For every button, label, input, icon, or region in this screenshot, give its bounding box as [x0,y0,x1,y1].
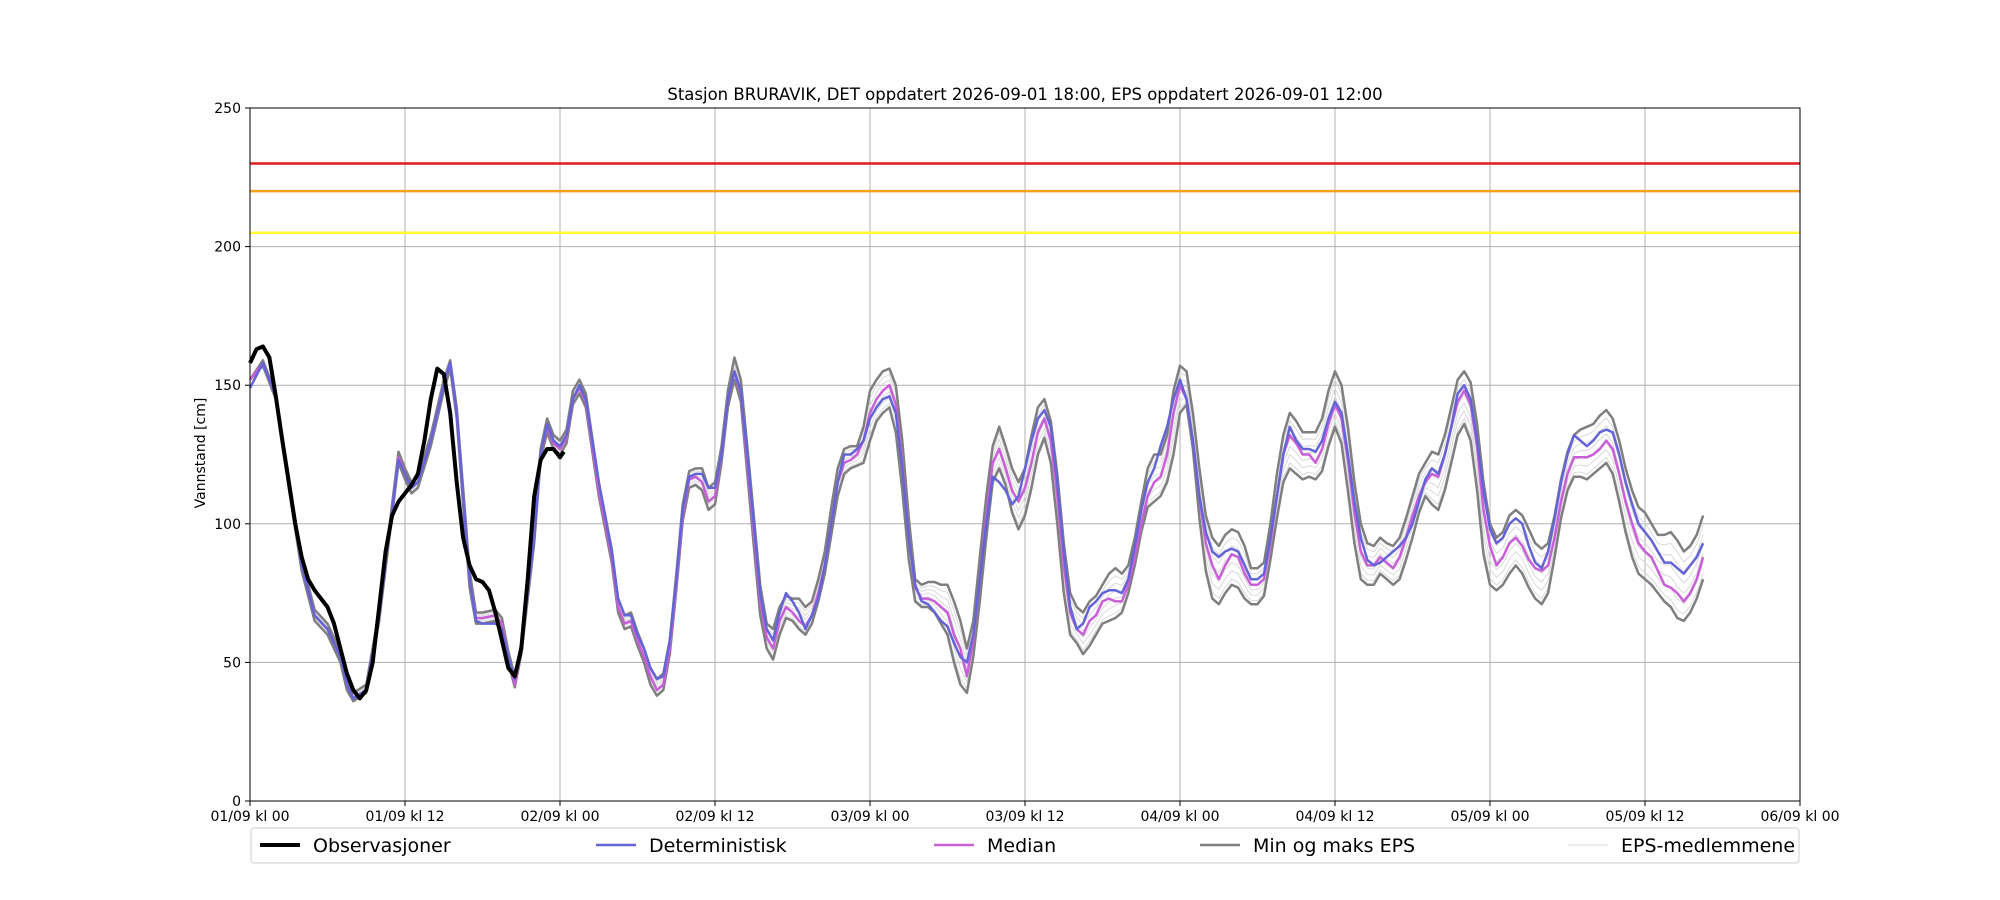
series-lines [248,344,1705,703]
x-tick-label: 05/09 kl 00 [1450,809,1529,825]
x-tick-label: 04/09 kl 00 [1140,809,1219,825]
chart-title: Stasjon BRURAVIK, DET oppdatert 2026-09-… [667,85,1382,104]
y-tick-label: 100 [214,517,241,533]
x-tick-label: 02/09 kl 00 [520,809,599,825]
legend: Observasjoner Deterministisk Median Min og … [250,827,1800,864]
y-tick-label: 0 [232,794,241,810]
y-axis-ticks: 0 50 100 150 200 250 [214,101,250,810]
legend-label: Observasjoner [313,835,451,857]
y-tick-label: 50 [223,655,241,671]
legend-label: Min og maks EPS [1253,835,1415,857]
grid [250,108,1800,801]
legend-label: Deterministisk [649,835,787,857]
x-tick-label: 03/09 kl 12 [985,809,1064,825]
observations-line [248,344,566,701]
x-tick-label: 01/09 kl 12 [365,809,444,825]
x-axis-ticks: 01/09 kl 00 01/09 kl 12 02/09 kl 00 02/09 k… [210,801,1840,825]
x-tick-label: 06/09 kl 00 [1760,809,1839,825]
eps-min-line [249,364,1705,703]
y-tick-label: 150 [214,378,241,394]
x-tick-label: 03/09 kl 00 [830,809,909,825]
legend-label: EPS-medlemmene [1621,835,1795,857]
threshold-lines [250,162,1800,234]
legend-frame [250,827,1800,864]
x-tick-label: 02/09 kl 12 [675,809,754,825]
x-tick-label: 01/09 kl 00 [210,809,289,825]
y-tick-label: 200 [214,240,241,256]
y-axis-label: Vannstand [cm] [193,398,209,509]
deterministic-line [248,361,1705,700]
x-tick-label: 05/09 kl 12 [1605,809,1684,825]
y-tick-label: 250 [214,101,241,117]
x-tick-label: 04/09 kl 12 [1295,809,1374,825]
legend-label: Median [987,835,1056,857]
